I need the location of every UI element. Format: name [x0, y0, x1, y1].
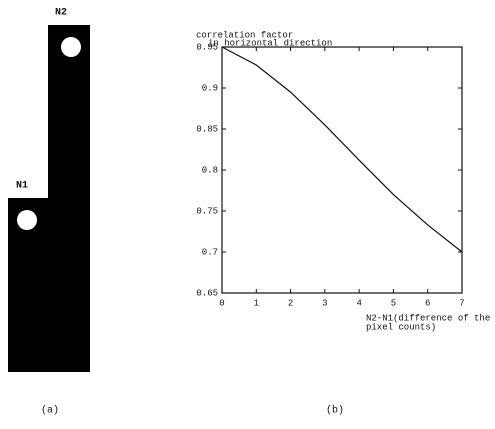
- pixel-n1: [17, 210, 37, 230]
- n2-label: N2: [55, 8, 67, 19]
- x-tick-label: 3: [322, 298, 327, 308]
- data-line: [221, 46, 463, 253]
- plot-frame: [221, 46, 463, 294]
- y-tick-label: 0.7: [202, 247, 218, 257]
- y-tick-label: 0.8: [202, 165, 218, 175]
- y-tick-label: 0.65: [196, 288, 218, 298]
- x-tick-label: 2: [288, 298, 293, 308]
- y-tick-label: 0.9: [202, 83, 218, 93]
- pixel-shape: [8, 25, 90, 372]
- y-tick-label: 0.95: [196, 42, 218, 52]
- x-tick-label: 1: [254, 298, 259, 308]
- x-tick-label: 7: [459, 298, 464, 308]
- x-tick-label: 0: [219, 298, 224, 308]
- y-label: in horizontal direction: [208, 38, 332, 48]
- x-tick-label: 6: [425, 298, 430, 308]
- x-label: pixel counts): [366, 322, 436, 332]
- x-tick-label: 5: [391, 298, 396, 308]
- caption-a: (a): [41, 405, 59, 417]
- y-tick-label: 0.85: [196, 124, 218, 134]
- n1-label: N1: [16, 181, 28, 192]
- pixel-n2: [61, 37, 81, 57]
- x-label: N2-N1(difference of the: [366, 313, 490, 323]
- y-tick-label: 0.75: [196, 206, 218, 216]
- y-label: correlation factor: [196, 30, 293, 40]
- caption-b: (b): [326, 405, 344, 417]
- x-tick-label: 4: [356, 298, 361, 308]
